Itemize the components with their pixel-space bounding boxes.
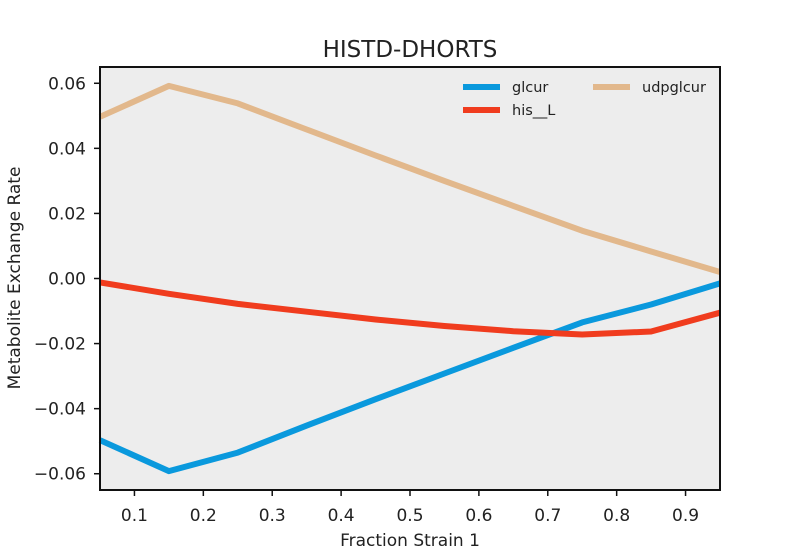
y-axis-title: Metabolite Exchange Rate	[5, 167, 25, 390]
x-tick-label: 0.5	[396, 506, 423, 526]
legend-label: glcur	[512, 80, 548, 96]
plot-background	[100, 67, 720, 490]
x-axis: 0.1 0.2 0.3 0.4 0.5 0.6 0.7 0.8 0.9	[121, 490, 699, 526]
x-tick-label: 0.1	[121, 506, 148, 526]
x-tick-label: 0.9	[672, 506, 699, 526]
y-tick-label: 0.04	[48, 139, 86, 159]
y-tick-label: −0.02	[34, 335, 86, 355]
y-tick-label: 0.02	[48, 204, 86, 224]
x-tick-label: 0.6	[465, 506, 492, 526]
y-tick-label: −0.06	[34, 465, 86, 485]
legend: glcur his__L udpglcur	[463, 80, 706, 119]
legend-label: his__L	[512, 103, 555, 119]
x-tick-label: 0.3	[259, 506, 286, 526]
series-line-his-l	[99, 279, 721, 338]
y-axis: −0.06 −0.04 −0.02 0.00 0.02 0.04 0.06	[34, 74, 100, 485]
series-line-udpglcur	[98, 82, 721, 275]
series-layer	[98, 82, 721, 475]
legend-label: udpglcur	[642, 80, 706, 96]
x-tick-label: 0.7	[534, 506, 561, 526]
x-tick-label: 0.2	[190, 506, 217, 526]
x-axis-title: Fraction Strain 1	[340, 531, 480, 550]
x-tick-label: 0.4	[328, 506, 355, 526]
y-tick-label: −0.04	[34, 400, 86, 420]
y-tick-label: 0.06	[48, 74, 86, 94]
chart-title: HISTD-DHORTS	[323, 37, 498, 63]
y-tick-label: 0.00	[48, 270, 86, 290]
series-line-glcur	[98, 280, 721, 475]
x-tick-label: 0.8	[603, 506, 630, 526]
